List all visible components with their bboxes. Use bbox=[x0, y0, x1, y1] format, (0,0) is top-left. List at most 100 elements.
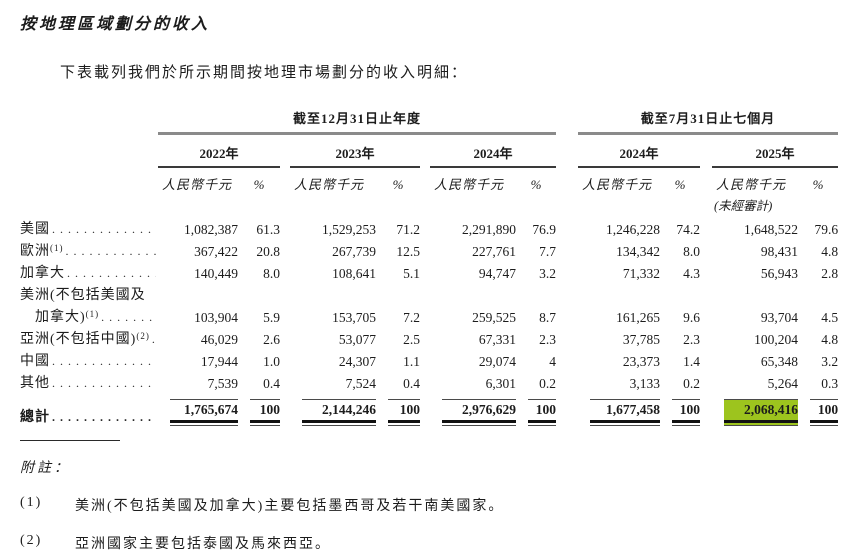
percent-label: % bbox=[530, 177, 542, 192]
percent-cell: 0.2 bbox=[539, 376, 557, 391]
footnotes-header: 附註： bbox=[20, 461, 71, 476]
value-cell: 37,785 bbox=[622, 332, 661, 347]
year-2023-header: 2023年 bbox=[290, 133, 420, 168]
value-cell: 2,291,890 bbox=[462, 222, 516, 237]
value-cell: 7,524 bbox=[345, 376, 376, 391]
row-label-cell: 歐洲 (1) bbox=[20, 238, 158, 260]
value-cell: 259,525 bbox=[472, 310, 516, 325]
total-number: 2,068,416 bbox=[724, 402, 799, 423]
value-cell: 7,539 bbox=[207, 376, 238, 391]
total-percent-cell: 100 bbox=[660, 392, 701, 426]
page-subtitle: 下表載列我們於所示期間按地理市場劃分的收入明細： bbox=[60, 65, 469, 81]
percent-cell: 79.6 bbox=[814, 222, 839, 237]
spacer bbox=[556, 238, 578, 260]
table-row: 中國 17,944 1.0 24,307 1.1 29,074 4 23,373 1.4 65,3… bbox=[20, 348, 838, 370]
value-cell: 227,761 bbox=[472, 244, 516, 259]
percent-cell: 0.4 bbox=[403, 376, 420, 391]
table-row: 加拿大 140,449 8.0 108,641 5.1 94,747 3.2 71,332 4.… bbox=[20, 260, 838, 282]
percent-cell: 0.4 bbox=[263, 376, 280, 391]
total-rule-box: 2,068,416 bbox=[724, 399, 799, 426]
spacer bbox=[280, 167, 290, 193]
percent-cell: 2.5 bbox=[403, 332, 420, 347]
value-cell: 161,265 bbox=[616, 310, 661, 325]
value-cell: 24,307 bbox=[338, 354, 376, 369]
value-cell: 1,529,253 bbox=[322, 222, 376, 237]
total-value-cell: 2,144,246 bbox=[290, 392, 376, 426]
value-cell: 71,332 bbox=[622, 266, 661, 281]
value-cell: 5,264 bbox=[767, 376, 799, 391]
percent-cell: 61.3 bbox=[256, 222, 280, 237]
year-2025-header: 2025年 bbox=[712, 133, 839, 168]
total-number: 1,677,458 bbox=[590, 402, 661, 423]
total-row: 總計 1,765,674 100 2,144,246 100 2,976,629 100 1,… bbox=[20, 392, 839, 426]
value-cell: 267,739 bbox=[332, 244, 376, 259]
percent-cell: 5.9 bbox=[263, 310, 280, 325]
percent-cell: 7.2 bbox=[403, 310, 420, 325]
spacer bbox=[280, 370, 290, 392]
spacer bbox=[700, 392, 712, 426]
spacer bbox=[280, 238, 290, 260]
total-percent-cell: 100 bbox=[238, 392, 280, 426]
dot-leader bbox=[101, 310, 156, 325]
spacer bbox=[556, 304, 578, 326]
percent-cell: 3.2 bbox=[821, 354, 839, 369]
spacer bbox=[420, 348, 430, 370]
table-row: 其他 7,539 0.4 7,524 0.4 6,301 0.2 3,133 0.2 5,264 0… bbox=[20, 370, 838, 392]
total-number: 100 bbox=[672, 402, 701, 423]
spacer bbox=[700, 167, 712, 193]
row-label-cell: 加拿大 bbox=[20, 260, 158, 282]
total-value-cell: 1,677,458 bbox=[578, 392, 661, 426]
value-cell: 140,449 bbox=[194, 266, 238, 281]
value-cell: 1,246,228 bbox=[606, 222, 661, 237]
percent-cell: 1.0 bbox=[263, 354, 280, 369]
spacer bbox=[700, 370, 712, 392]
year-2022-header: 2022年 bbox=[158, 133, 280, 168]
percent-cell: 4.8 bbox=[821, 332, 839, 347]
value-cell: 367,422 bbox=[194, 244, 238, 259]
unit-label: 人民幣千元 bbox=[716, 177, 787, 192]
total-number: 100 bbox=[528, 402, 557, 423]
percent-cell: 4.8 bbox=[821, 244, 839, 259]
spacer bbox=[420, 238, 430, 260]
empty-cell bbox=[20, 193, 712, 216]
table-row: 美洲(不包括美國及 bbox=[20, 282, 838, 304]
value-cell: 134,342 bbox=[616, 244, 661, 259]
value-cell: 29,074 bbox=[478, 354, 516, 369]
value-cell: 1,082,387 bbox=[184, 222, 238, 237]
percent-cell: 2.3 bbox=[683, 332, 701, 347]
spacer bbox=[280, 326, 290, 348]
row-label-cell: 其他 bbox=[20, 370, 158, 392]
percent-cell: 0.3 bbox=[821, 376, 839, 391]
spacer bbox=[280, 392, 290, 426]
unit-label: 人民幣千元 bbox=[294, 177, 365, 192]
percent-cell: 4.3 bbox=[683, 266, 701, 281]
total-value-cell: 2,976,629 bbox=[430, 392, 516, 426]
footnote-1: (1) 美洲(不包括美國及加拿大)主要包括墨西哥及若干南美國家。 bbox=[20, 495, 841, 515]
total-rule-box: 2,144,246 bbox=[302, 399, 376, 426]
spacer bbox=[280, 134, 290, 168]
total-rule-box: 2,976,629 bbox=[442, 399, 516, 426]
empty-cell bbox=[20, 134, 158, 168]
total-value-cell-highlighted: 2,068,416 bbox=[712, 392, 799, 426]
year-header-row: 2022年 2023年 2024年 2024年 2025年 bbox=[20, 133, 839, 168]
period-group-row: 截至12月31日止年度 截至7月31日止七個月 bbox=[20, 108, 839, 135]
row-label: 亞洲(不包括中國) (2) bbox=[20, 328, 156, 348]
percent-cell: 7.7 bbox=[539, 244, 557, 259]
total-rule-box: 1,765,674 bbox=[170, 399, 238, 426]
row-label: 歐洲 (1) bbox=[20, 240, 156, 260]
percent-cell: 1.4 bbox=[683, 354, 701, 369]
total-number: 100 bbox=[388, 402, 420, 423]
spacer bbox=[280, 216, 290, 238]
spacer bbox=[556, 370, 578, 392]
table-row: 歐洲(1) 367,422 20.8 267,739 12.5 227,761 7.7 134… bbox=[20, 238, 838, 260]
row-label: 其他 bbox=[20, 372, 156, 392]
footnote-number: (1) bbox=[20, 495, 43, 510]
total-rule-box: 100 bbox=[250, 399, 280, 426]
percent-cell: 1.1 bbox=[403, 354, 420, 369]
percent-cell: 8.0 bbox=[683, 244, 701, 259]
empty-cell bbox=[20, 108, 158, 134]
region-name: 美國 bbox=[20, 222, 50, 237]
empty-cell bbox=[158, 282, 838, 304]
percent-cell: 5.1 bbox=[403, 266, 420, 281]
percent-cell: 74.2 bbox=[676, 222, 701, 237]
